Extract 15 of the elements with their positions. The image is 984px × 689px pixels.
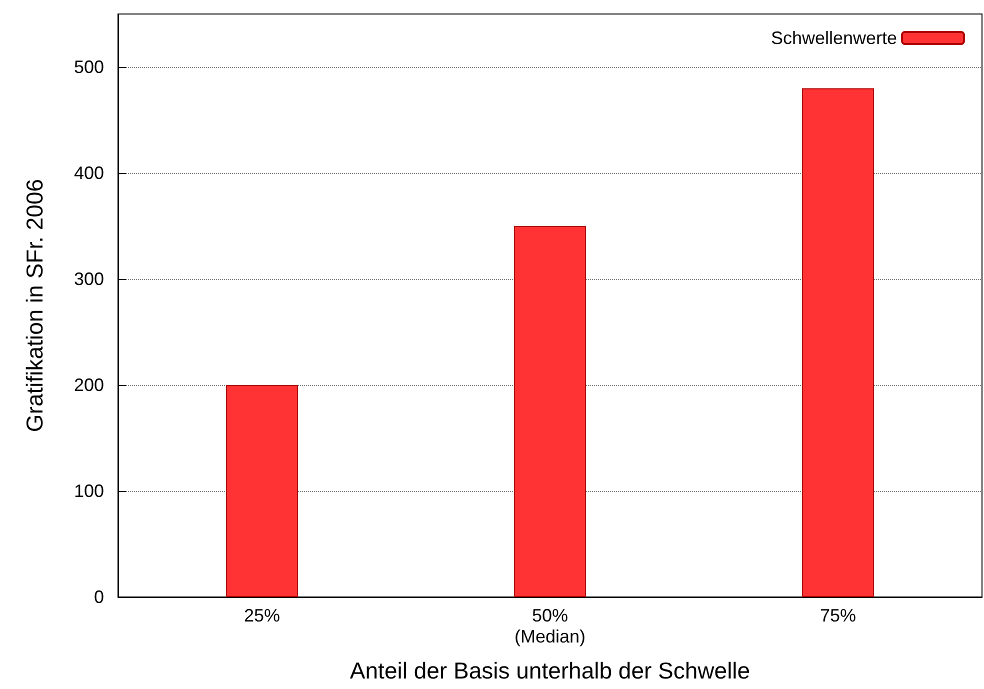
y-tick-label: 0 xyxy=(94,587,104,607)
bar xyxy=(802,88,874,597)
y-tick-label: 400 xyxy=(74,163,104,183)
x-tick-label: 50% (Median) xyxy=(514,606,586,646)
y-tick-label: 200 xyxy=(74,375,104,395)
y-tick-label: 100 xyxy=(74,481,104,501)
x-tick-label: 25% xyxy=(244,606,280,626)
bar xyxy=(226,385,298,597)
bar xyxy=(514,226,586,597)
x-tick-label: 75% xyxy=(820,606,856,626)
legend-label: Schwellenwerte xyxy=(770,28,897,48)
x-axis-title: Anteil der Basis unterhalb der Schwelle xyxy=(350,658,750,684)
y-tick-label: 300 xyxy=(74,269,104,289)
y-axis-title: Gratifikation in SFr. 2006 xyxy=(22,178,48,432)
y-tick-label: 500 xyxy=(74,57,104,77)
